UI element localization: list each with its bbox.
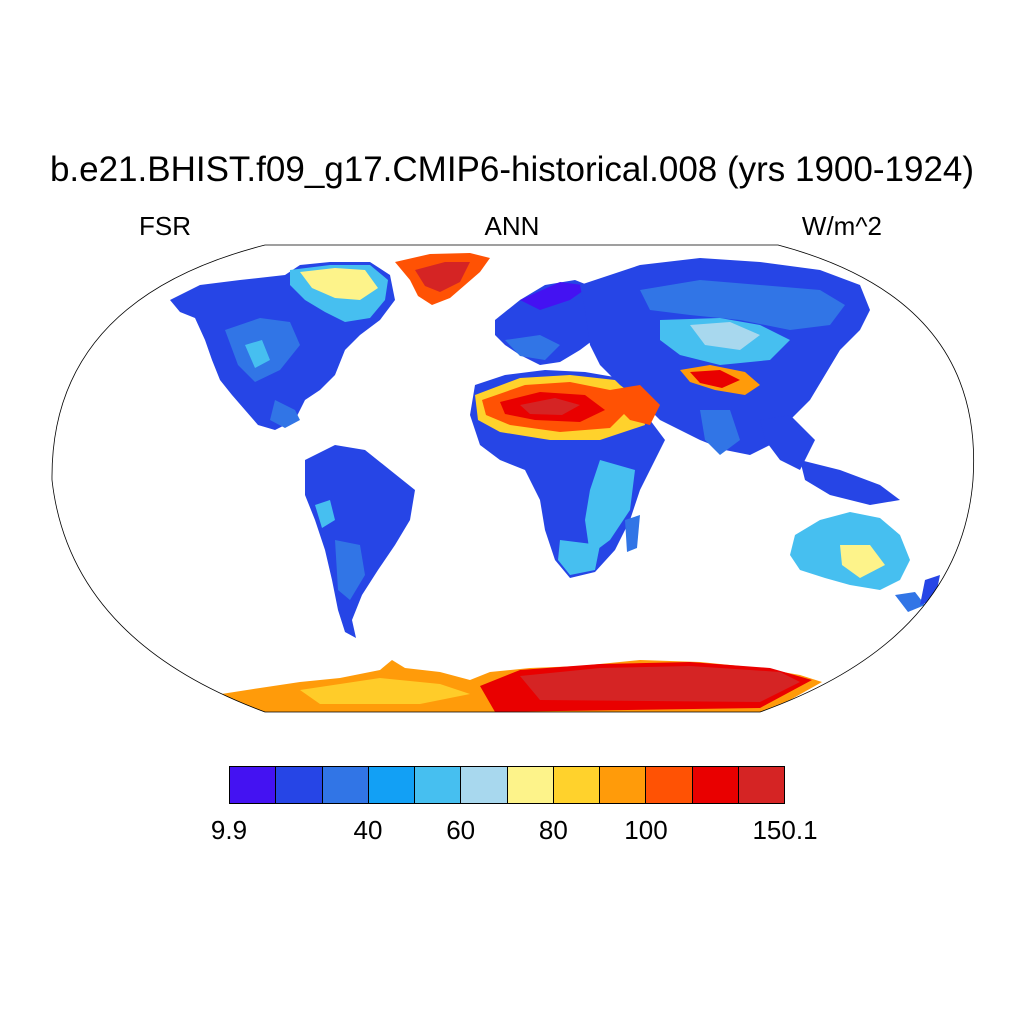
colorbar-segment (368, 767, 415, 803)
south-america-region (305, 445, 415, 638)
colorbar-tick-label: 60 (446, 815, 476, 845)
colorbar-tick-label: 40 (353, 815, 383, 845)
colorbar-segment (415, 767, 462, 803)
colorbar-segment (600, 767, 647, 803)
colorbar-tick-label: 9.9 (210, 815, 248, 845)
colorbar-segment (230, 767, 277, 803)
colorbar-tick-label: 80 (538, 815, 568, 845)
units-label: W/m^2 (801, 211, 882, 241)
colorbar-segment (738, 767, 784, 803)
colorbar-segment (692, 767, 739, 803)
colorbar-segment (276, 767, 323, 803)
map-title: b.e21.BHIST.f09_g17.CMIP6-historical.008… (49, 150, 975, 189)
colorbar-segment (507, 767, 554, 803)
colorbar-tick-label: 150.1 (752, 815, 818, 845)
colorbar-segment (553, 767, 600, 803)
colorbar (229, 766, 785, 804)
variable-label: FSR (139, 211, 191, 241)
colorbar-segment (646, 767, 693, 803)
colorbar-tick-label: 100 (624, 815, 668, 845)
colorbar-segment (461, 767, 508, 803)
season-label: ANN (484, 211, 540, 241)
map-outline (51, 244, 975, 713)
colorbar-segment (322, 767, 369, 803)
